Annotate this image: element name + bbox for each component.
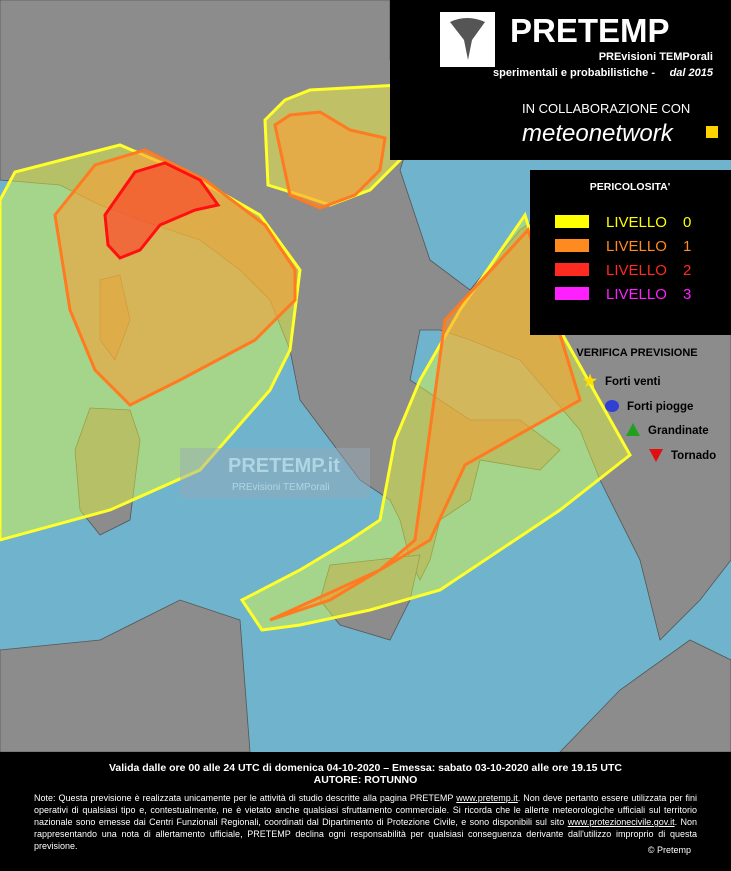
legend-number: 0 [683,214,691,231]
legend-swatch [555,215,589,228]
partner-name: meteonetwork [522,120,675,147]
legend-title: PERICOLOSITA' [590,181,670,193]
legend-panel [530,170,731,335]
verification-symbol [626,423,640,436]
brand-title: PRETEMP [510,12,670,49]
map: PRETEMP.it PREvisioni TEMPorali PRETEMP … [0,0,731,752]
brand-subtitle: PREvisioni TEMPorali [599,51,713,63]
watermark: PRETEMP.it PREvisioni TEMPorali [180,448,370,498]
verification-symbol [582,373,598,388]
partner-square [706,126,718,138]
legend-label: LIVELLO [606,238,667,255]
legend-swatch [555,287,589,300]
risk-zones [0,83,632,632]
verification-label: Tornado [671,450,716,462]
legend-label: LIVELLO [606,262,667,279]
brand-since: dal 2015 [670,67,714,79]
collab-label: IN COLLABORAZIONE CON [522,101,690,116]
verification-items: Forti venti Forti piogge Grandinate Tornado [582,373,716,462]
brand-tagline: sperimentali e probabilistiche - [493,67,655,79]
land [0,0,731,752]
zone-level-1 [273,110,387,210]
link[interactable]: www.protezionecivile.gov.it [567,817,675,827]
verification-symbol [649,449,663,462]
legend-swatch [555,239,589,252]
author: AUTORE: ROTUNNO [313,774,418,786]
legend-number: 3 [683,286,691,303]
verification-label: Grandinate [648,425,709,437]
legend-number: 2 [683,262,691,279]
verification-label: Forti piogge [627,401,693,413]
copyright: © Pretemp [647,845,691,855]
legend-levels: LIVELLO 0 LIVELLO 1 LIVELLO 2 LIVELLO 3 [555,214,691,303]
logo-icon [450,18,485,60]
note: Note: Questa previsione è realizzata uni… [34,792,697,852]
legend-number: 1 [683,238,691,255]
legend-label: LIVELLO [606,214,667,231]
note-text: . Non rappresentando una nota di allerta… [34,817,697,851]
verification-title: VERIFICA PREVISIONE [576,347,697,359]
verification-symbol [605,400,619,412]
verification-label: Forti venti [605,376,661,388]
zone-level-2 [103,161,221,260]
watermark-subtitle: PREvisioni TEMPorali [232,482,330,493]
note-text: Note: Questa previsione è realizzata uni… [34,793,454,803]
legend-swatch [555,263,589,276]
watermark-title: PRETEMP.it [228,455,340,477]
note-text: . Non deve pertanto essere utilizzata pe… [34,793,697,827]
footer: Valida dalle ore 00 alle 24 UTC di domen… [0,752,731,871]
watermark-bg [180,448,370,498]
link[interactable]: www.pretemp.it [456,793,518,803]
validity: Valida dalle ore 00 alle 24 UTC di domen… [108,762,622,774]
legend-label: LIVELLO [606,286,667,303]
zone-level-1 [269,227,582,622]
